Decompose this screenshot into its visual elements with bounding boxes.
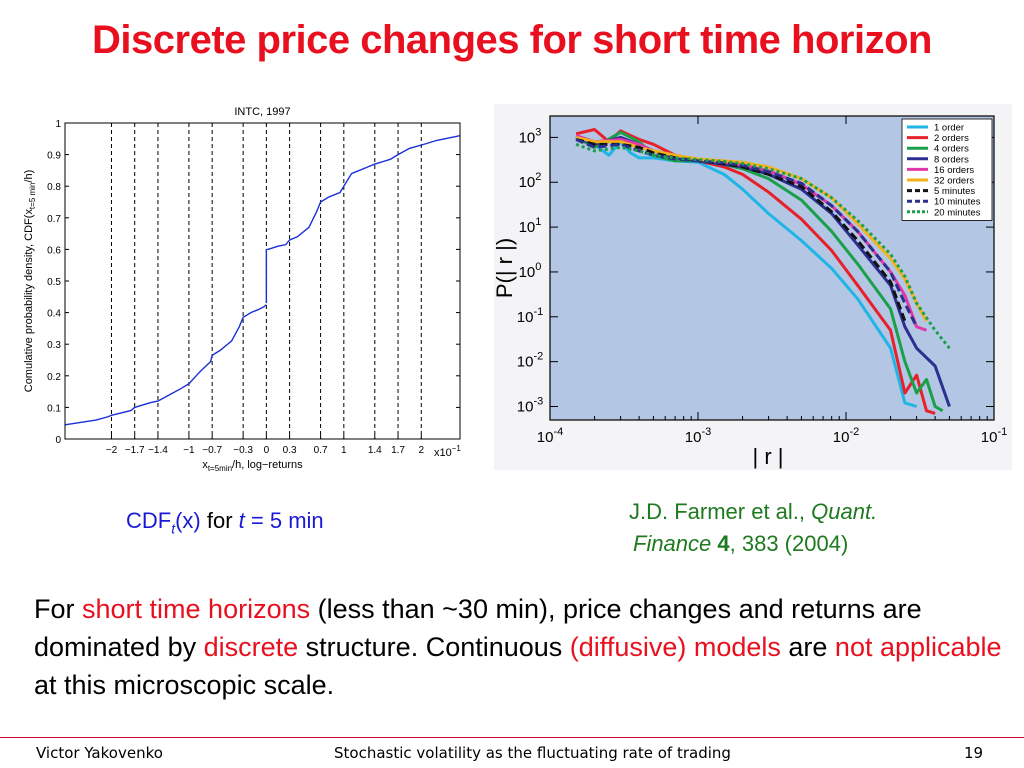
- axis-ticks: 10-4 10-3 10-2 10-1 103 102 101 100 10-1 10-2 10-3: [517, 116, 1007, 446]
- y-axis-label: Comulative probability density, CDF(xt=5…: [23, 170, 37, 393]
- y-tick-label: 10-3: [517, 395, 543, 415]
- y-tick-label: 0.8: [47, 182, 61, 193]
- x-tick-label: 10-1: [981, 426, 1007, 446]
- cdf-gap: [264, 302, 267, 307]
- y-tick-label: 10-1: [517, 306, 543, 326]
- cdf-series: [64, 134, 461, 426]
- legend-label: 4 orders: [934, 144, 969, 155]
- footer-rule: [0, 737, 1024, 738]
- x-tick-label: −0.7: [202, 445, 222, 456]
- series-line: [575, 138, 918, 328]
- x-tick-label: −2: [106, 445, 118, 456]
- y-tick-label: 0: [55, 435, 61, 446]
- page-number: 19: [964, 744, 984, 762]
- y-tick-label: 0.4: [47, 309, 61, 320]
- y-tick-label: 0.1: [47, 403, 61, 414]
- y-tick-label: 1: [55, 119, 61, 130]
- svg-text:Comulative probability density: Comulative probability density, CDF(xt=5…: [23, 170, 37, 393]
- distribution-chart: 10-4 10-3 10-2 10-1 103 102 101 100 10-1 10-2 10-3…: [494, 104, 1012, 470]
- legend-label: 16 orders: [934, 165, 974, 176]
- legend-label: 5 minutes: [934, 186, 975, 197]
- y-tick-label: 0.3: [47, 340, 61, 351]
- x-tick-label: 0.7: [314, 445, 328, 456]
- slide-title: Discrete price changes for short time ho…: [92, 18, 932, 62]
- citation: J.D. Farmer et al., Quant. Finance 4, 38…: [629, 499, 878, 556]
- cdf-line: [267, 134, 461, 251]
- y-tick-label: 0.7: [47, 214, 61, 225]
- legend-label: 2 orders: [934, 133, 969, 144]
- x-tick-label: 10-3: [685, 426, 711, 446]
- y-tick-label: 0.6: [47, 245, 61, 256]
- y-tick-label: 103: [519, 126, 542, 146]
- x-tick-label: −1.7: [125, 445, 145, 456]
- x-tick-label: 0.3: [283, 445, 297, 456]
- x-tick-label: 2: [418, 445, 424, 456]
- footer-author: Victor Yakovenko: [36, 744, 163, 762]
- x-ticks: −2 −1.7 −1.4 −1 −0.7 −0.3 0 0.3 0.7 1 1.4 1.7 2: [106, 435, 424, 456]
- plot-frame: [549, 115, 995, 421]
- x-tick-label: 10-2: [833, 426, 859, 446]
- x-multiplier: x10−1: [434, 444, 461, 459]
- y-tick-label: 102: [519, 171, 542, 191]
- legend-label: 8 orders: [934, 154, 969, 165]
- legend-label: 10 minutes: [934, 197, 981, 208]
- y-tick-label: 100: [519, 261, 542, 281]
- y-tick-label: 101: [519, 216, 542, 236]
- chart-title: INTC, 1997: [234, 106, 290, 118]
- legend-label: 20 minutes: [934, 207, 981, 218]
- x-tick-label: −1.4: [148, 445, 168, 456]
- y-tick-label: 0.9: [47, 151, 61, 162]
- plot-frame: [64, 122, 461, 440]
- x-tick-label: 1: [341, 445, 347, 456]
- footer-title: Stochastic volatility as the fluctuating…: [334, 744, 731, 762]
- legend-label: 32 orders: [934, 176, 974, 187]
- y-tick-label: 0.2: [47, 372, 61, 383]
- x-tick-label: 0: [264, 445, 270, 456]
- body-paragraph: For short time horizons (less than ~30 m…: [34, 594, 1002, 700]
- x-tick-label: −1: [183, 445, 195, 456]
- series-line: [575, 142, 951, 350]
- x-tick-label: 10-4: [537, 426, 563, 446]
- y-axis-label: P(| r |): [494, 238, 517, 298]
- x-axis-label: | r |: [753, 444, 784, 469]
- y-tick-label: 0.5: [47, 277, 61, 288]
- cdf-caption: CDFt(x) for t = 5 min: [126, 508, 324, 537]
- legend-label: 1 order: [934, 123, 964, 134]
- cdf-line: [64, 305, 266, 426]
- y-tick-label: 10-2: [517, 351, 543, 371]
- x-tick-label: −0.3: [233, 445, 253, 456]
- cdf-chart: INTC, 1997 0 0.1 0.2 0.3 0.4 0.5 0.6 0.7 0.8 0.9 1…: [23, 106, 461, 473]
- series-line: [575, 130, 944, 413]
- x-tick-label: 1.4: [368, 445, 382, 456]
- distribution-series: [575, 128, 951, 415]
- x-axis-label: xt=5min/h, log−returns: [202, 459, 303, 473]
- x-tick-label: 1.7: [391, 445, 405, 456]
